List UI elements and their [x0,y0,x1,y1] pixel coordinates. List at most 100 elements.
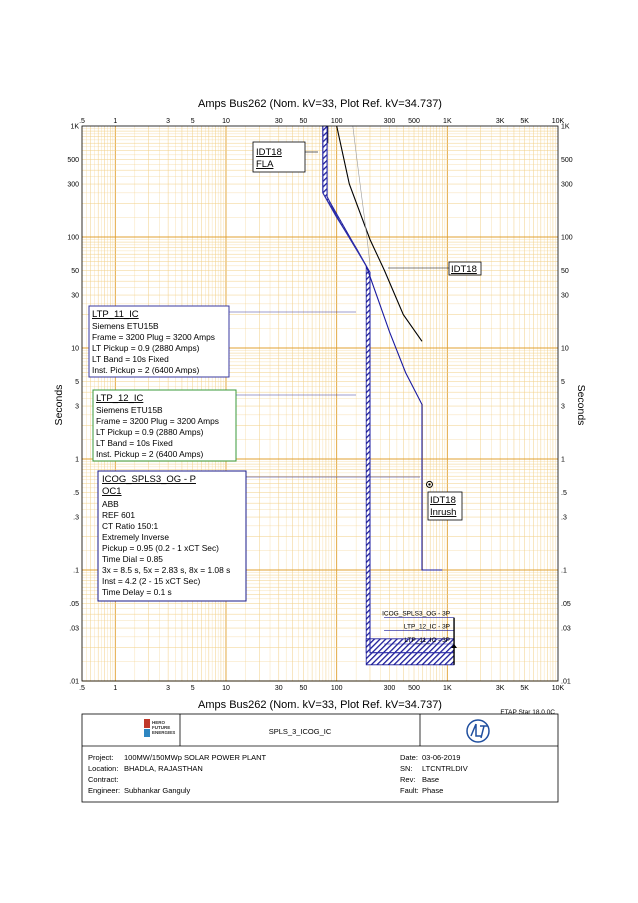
icog-line-7: 3x = 8.5 s, 5x = 2.83 s, 8x = 1.08 s [102,565,230,575]
y-tick-label-right: 1K [561,124,570,131]
x-tick-label-bottom: .5 [79,685,85,692]
x-tick-label-bottom: 300 [384,685,396,692]
icog-line-8: Inst = 4.2 (2 - 15 xCT Sec) [102,576,201,586]
ltp11-line-3: LT Pickup = 0.9 (2880 Amps) [92,343,200,353]
x-tick-label-bottom: 3K [496,685,505,692]
y-tick-label-left: .01 [69,679,79,686]
project-value: 100MW/150MWp SOLAR POWER PLANT [124,753,267,762]
x-tick-label-bottom: 500 [408,685,420,692]
curve-ltp-12-ic [326,126,454,654]
icog-line-3: CT Ratio 150:1 [102,521,159,531]
ltp11-info-box: LTP_11_IC Siemens ETU15B Frame = 3200 Pl… [88,305,356,378]
chart-bottom-title: Amps Bus262 (Nom. kV=33, Plot Ref. kV=34… [198,699,442,711]
date-value: 03-06-2019 [422,753,460,762]
x-tick-label-bottom: 10K [552,685,565,692]
idt18-fla-label-1: IDT18 [256,147,282,158]
x-tick-label-top: 100 [331,118,343,125]
sn-label: SN: [400,764,413,773]
svg-text:FUTURE: FUTURE [152,725,170,730]
axis-ticks: .5 .5 1 1 3 3 5 5 10 10 30 30 50 50 100 100 300 300 500 500… [67,118,572,692]
engineer-label: Engineer: [88,786,120,795]
curve-icog-spls3-og-p-oc1 [365,265,443,571]
icog-line-6: Time Dial = 0.85 [102,554,163,564]
ltp12-line-2: Frame = 3200 Plug = 3200 Amps [96,416,219,426]
y-tick-label-right: 50 [561,268,569,275]
hatched-band [365,638,455,666]
hero-future-energies-logo: HERO FUTURE ENERGIES [144,719,175,737]
x-tick-label-top: 50 [299,118,307,125]
icog-title: ICOG_SPLS3_OG - P [102,474,196,485]
y-axis-label-left: Seconds [53,385,65,426]
y-tick-label-left: 10 [71,346,79,353]
title-block: HERO FUTURE ENERGIES SPLS_3_ICOG_IC Proj… [81,713,559,803]
x-tick-label-bottom: 1 [113,685,117,692]
x-tick-label-top: 5 [191,118,195,125]
y-tick-label-left: 500 [67,157,79,164]
y-tick-label-right: 500 [561,157,573,164]
y-tick-label-left: 5 [75,379,79,386]
sn-value: LTCNTRLDIV [422,764,468,773]
y-tick-label-right: 100 [561,235,573,242]
x-tick-label-top: 3 [166,118,170,125]
x-tick-label-bottom: 100 [331,685,343,692]
chart-title: Amps Bus262 (Nom. kV=33, Plot Ref. kV=34… [198,98,442,110]
y-tick-label-left: 300 [67,182,79,189]
x-tick-label-bottom: 5 [191,685,195,692]
curve-idt18 [336,125,423,342]
y-tick-label-right: 3 [561,404,565,411]
rev-label: Rev: [400,775,415,784]
x-tick-label-top: 10 [222,118,230,125]
y-tick-label-left: .3 [73,515,79,522]
idt18-fla-annotation: IDT18 FLA [252,141,318,173]
idt18-annotation: IDT18 [388,261,482,276]
y-tick-label-right: .5 [561,490,567,497]
y-tick-label-right: .1 [561,568,567,575]
y-tick-label-left: .1 [73,568,79,575]
ltp11-line-4: LT Band = 10s Fixed [92,354,169,364]
idt18-inrush-label-2: Inrush [430,507,456,518]
curves [322,125,454,654]
y-tick-label-right: 30 [561,293,569,300]
x-tick-label-top: 300 [384,118,396,125]
icog-line-4: Extremely Inverse [102,532,169,542]
ltp12-line-3: LT Pickup = 0.9 (2880 Amps) [96,427,204,437]
y-tick-label-right: 1 [561,457,565,464]
icog-line-2: REF 601 [102,510,135,520]
contract-label: Contract: [88,775,118,784]
y-tick-label-right: .3 [561,515,567,522]
x-tick-label-top: 500 [408,118,420,125]
engineer-value: Subhankar Ganguly [124,786,191,795]
location-label: Location: [88,764,118,773]
y-tick-label-left: 100 [67,235,79,242]
y-tick-label-left: 3 [75,404,79,411]
idt18-inrush-label-1: IDT18 [430,495,456,506]
icog-info-box: ICOG_SPLS3_OG - P OC1 ABB REF 601 CT Rat… [97,470,420,602]
x-tick-label-top: 5K [520,118,529,125]
ltp12-title: LTP_12_IC [96,393,143,404]
x-tick-label-top: 30 [275,118,283,125]
legend-label-1: LTP_12_IC - 3P [404,624,450,631]
x-tick-label-top: 1K [443,118,452,125]
svg-text:HERO: HERO [152,720,166,725]
x-tick-label-bottom: 5K [520,685,529,692]
rev-value: Base [422,775,439,784]
ltp12-info-box: LTP_12_IC Siemens ETU15B Frame = 3200 Pl… [92,389,356,462]
plot-frame [81,125,559,682]
y-tick-label-left: .5 [73,490,79,497]
ltp12-line-5: Inst. Pickup = 2 (6400 Amps) [96,449,204,459]
y-tick-label-right: .01 [561,679,571,686]
legend-label-0: ICOG_SPLS3_OG - 3P [382,611,450,618]
idt18-label: IDT18 [451,264,477,275]
device-legend: ICOG_SPLS3_OG - 3P LTP_12_IC - 3P LTP_11_I… [382,611,458,665]
location-value: BHADLA, RAJASTHAN [124,764,203,773]
date-label: Date: [400,753,418,762]
idt18-inrush-annotation: IDT18 Inrush [427,491,463,521]
icog-line-9: Time Delay = 0.1 s [102,587,172,597]
y-tick-label-left: .03 [69,626,79,633]
y-tick-label-left: .05 [69,601,79,608]
x-tick-label-top: 10K [552,118,565,125]
ltp11-line-2: Frame = 3200 Plug = 3200 Amps [92,332,215,342]
ltp12-line-4: LT Band = 10s Fixed [96,438,173,448]
icog-line-5: Pickup = 0.95 (0.2 - 1 xCT Sec) [102,543,219,553]
